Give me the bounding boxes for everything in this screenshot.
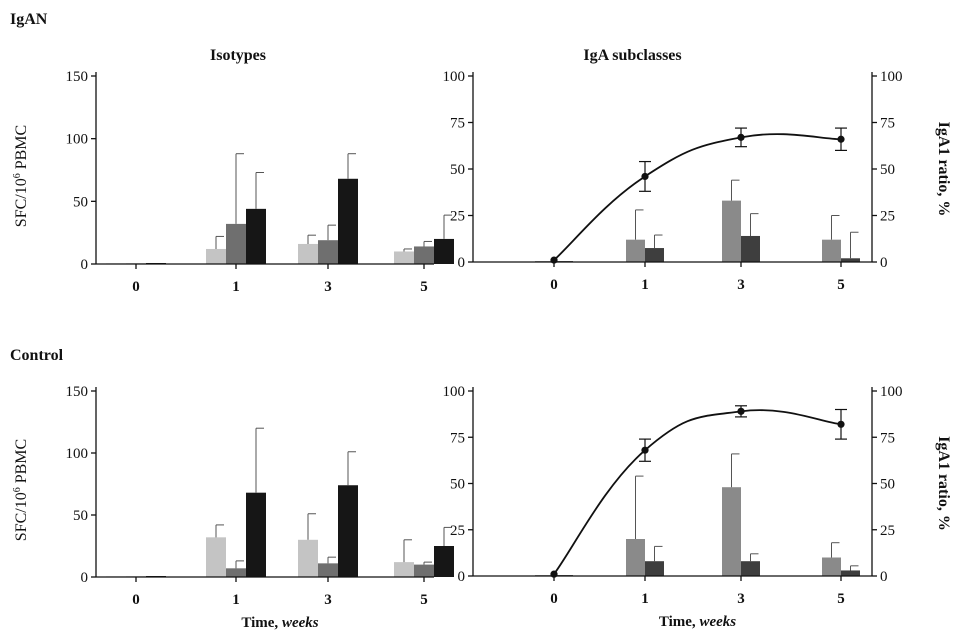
panel-igan-isotypes: Isotypes 0 50 100 150 0 1 3 5 SFC/106 PBMC bbox=[12, 47, 454, 295]
y-tick-label: 50 bbox=[450, 162, 465, 178]
y-tick-label: 50 bbox=[73, 194, 88, 210]
x-axis-label: Time, weeks bbox=[659, 614, 736, 630]
y-tick-label: 0 bbox=[81, 257, 89, 273]
bar bbox=[206, 248, 226, 264]
x-tick-label: 5 bbox=[837, 591, 845, 607]
group-label-igan: IgAN bbox=[10, 11, 48, 28]
y2-axis-label: IgA1 ratio, % bbox=[935, 122, 952, 217]
panel-control-isotypes: 0 50 100 150 0 1 3 5 SFC/106 PBMC Time, weeks bbox=[12, 384, 454, 631]
x-tick-label: 1 bbox=[232, 279, 240, 295]
bar bbox=[414, 246, 434, 264]
bar bbox=[626, 239, 645, 262]
y2-tick-label: 100 bbox=[880, 384, 903, 400]
y2-tick-label: 50 bbox=[880, 162, 895, 178]
x-tick-label: 5 bbox=[420, 592, 428, 608]
x-tick-label: 1 bbox=[641, 277, 649, 293]
bar bbox=[394, 251, 414, 264]
bar bbox=[722, 487, 741, 576]
bar bbox=[822, 239, 841, 262]
x-tick-label: 5 bbox=[837, 277, 845, 293]
y-tick-label: 75 bbox=[450, 116, 465, 132]
bar bbox=[645, 561, 664, 576]
ratio-point bbox=[641, 446, 649, 454]
x-tick-label: 0 bbox=[132, 279, 140, 295]
ratio-point bbox=[737, 133, 745, 141]
y2-tick-label: 75 bbox=[880, 116, 895, 132]
bar bbox=[206, 537, 226, 577]
bar bbox=[298, 243, 318, 264]
y-tick-label: 50 bbox=[450, 477, 465, 493]
y-tick-label: 150 bbox=[66, 69, 89, 85]
x-tick-label: 3 bbox=[324, 592, 332, 608]
ratio-point bbox=[641, 172, 649, 181]
y-tick-label: 100 bbox=[66, 446, 89, 462]
ratio-line bbox=[553, 133, 842, 261]
y-tick-label: 100 bbox=[66, 132, 89, 148]
bar bbox=[414, 564, 434, 577]
y-tick-label: 0 bbox=[458, 255, 466, 271]
bar bbox=[434, 546, 454, 577]
y-tick-label: 100 bbox=[443, 384, 466, 400]
bar bbox=[226, 223, 246, 264]
x-tick-label: 0 bbox=[132, 592, 140, 608]
panel-title: Isotypes bbox=[210, 47, 266, 64]
x-tick-label: 5 bbox=[420, 279, 428, 295]
x-tick-label: 3 bbox=[737, 591, 745, 607]
y2-tick-label: 50 bbox=[880, 477, 895, 493]
bar bbox=[246, 492, 266, 577]
bar bbox=[645, 248, 664, 262]
x-tick-label: 1 bbox=[232, 592, 240, 608]
y-tick-label: 25 bbox=[450, 523, 465, 539]
y2-axis-label: IgA1 ratio, % bbox=[935, 436, 952, 531]
bar bbox=[318, 240, 338, 264]
bar bbox=[434, 238, 454, 264]
ratio-point bbox=[737, 407, 745, 415]
bar bbox=[841, 258, 860, 262]
y2-tick-label: 0 bbox=[880, 569, 888, 585]
bar bbox=[246, 208, 266, 264]
panel-title: IgA subclasses bbox=[583, 47, 681, 64]
bar bbox=[626, 539, 645, 576]
y-tick-label: 50 bbox=[73, 508, 88, 524]
y-axis-label: SFC/106 PBMC bbox=[12, 439, 30, 541]
y-tick-label: 75 bbox=[450, 430, 465, 446]
x-tick-label: 3 bbox=[737, 277, 745, 293]
x-tick-label: 1 bbox=[641, 591, 649, 607]
ratio-point bbox=[837, 135, 845, 143]
y-tick-label: 25 bbox=[450, 209, 465, 225]
y2-tick-label: 25 bbox=[880, 523, 895, 539]
x-tick-label: 3 bbox=[324, 279, 332, 295]
bar bbox=[822, 557, 841, 576]
bar bbox=[226, 568, 246, 577]
bar bbox=[741, 561, 760, 576]
y2-tick-label: 75 bbox=[880, 430, 895, 446]
y-tick-label: 0 bbox=[81, 570, 89, 586]
bar bbox=[298, 539, 318, 577]
y2-tick-label: 25 bbox=[880, 209, 895, 225]
y-tick-label: 100 bbox=[443, 69, 466, 85]
ratio-line bbox=[553, 409, 842, 575]
x-tick-label: 0 bbox=[550, 277, 558, 293]
y-axis-label: SFC/106 PBMC bbox=[12, 125, 30, 227]
ratio-point bbox=[837, 420, 845, 428]
y-tick-label: 0 bbox=[458, 569, 466, 585]
bar bbox=[741, 235, 760, 262]
bar bbox=[318, 563, 338, 577]
x-axis-label: Time, weeks bbox=[241, 615, 318, 631]
y2-tick-label: 100 bbox=[880, 69, 903, 85]
bar bbox=[394, 562, 414, 577]
group-label-control: Control bbox=[10, 347, 64, 364]
bar bbox=[722, 200, 741, 262]
y-tick-label: 150 bbox=[66, 384, 89, 400]
bar bbox=[338, 485, 358, 577]
bar bbox=[841, 570, 860, 576]
x-tick-label: 0 bbox=[550, 591, 558, 607]
bar bbox=[338, 178, 358, 264]
y2-tick-label: 0 bbox=[880, 255, 888, 271]
